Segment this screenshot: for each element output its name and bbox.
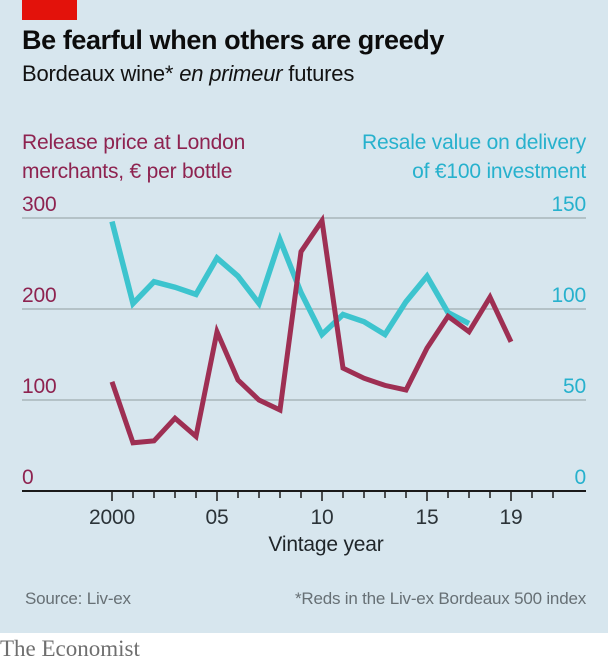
y-left-tick-label: 200 xyxy=(22,284,56,307)
subtitle-prefix: Bordeaux wine* xyxy=(22,61,180,86)
subtitle-italic: en primeur xyxy=(179,61,283,86)
y-right-tick-label: 150 xyxy=(552,193,586,216)
chart-subtitle: Bordeaux wine* en primeur futures xyxy=(22,61,582,87)
economist-red-tag xyxy=(22,0,77,20)
y-left-tick-label: 0 xyxy=(22,466,33,489)
y-right-tick-label: 50 xyxy=(563,375,586,398)
chart-title: Be fearful when others are greedy xyxy=(22,25,444,55)
left-series-label-line2: merchants, € per bottle xyxy=(22,160,233,183)
x-tick-label-2005: 05 xyxy=(206,506,229,529)
chart-card xyxy=(0,0,608,633)
y-left-tick-label: 300 xyxy=(22,193,56,216)
source-note: Source: Liv-ex xyxy=(25,589,131,608)
y-right-tick-label: 0 xyxy=(575,466,586,489)
right-series-label-line2: of €100 investment xyxy=(412,160,586,183)
resale-value-line xyxy=(109,220,471,340)
left-series-label-line1: Release price at London xyxy=(22,131,246,154)
footnote: *Reds in the Liv-ex Bordeaux 500 index xyxy=(294,589,586,608)
left-series-label: Release price at London merchants, € per… xyxy=(22,128,322,186)
y-right-tick-label: 100 xyxy=(552,284,586,307)
x-axis-title: Vintage year xyxy=(268,533,384,556)
economist-wordmark: The Economist xyxy=(0,636,140,661)
x-tick-label-2000: 2000 xyxy=(89,506,135,529)
x-tick-label-2015: 15 xyxy=(416,506,439,529)
release-price-line xyxy=(109,213,514,446)
subtitle-suffix: futures xyxy=(282,61,355,86)
right-series-label-line1: Resale value on delivery xyxy=(362,131,586,154)
y-left-tick-label: 100 xyxy=(22,375,56,398)
x-tick-label-2010: 10 xyxy=(311,506,334,529)
right-series-label: Resale value on delivery of €100 investm… xyxy=(286,128,586,186)
x-tick-label-2019: 19 xyxy=(500,506,523,529)
source-row: Source: Liv-ex *Reds in the Liv-ex Borde… xyxy=(25,589,586,609)
